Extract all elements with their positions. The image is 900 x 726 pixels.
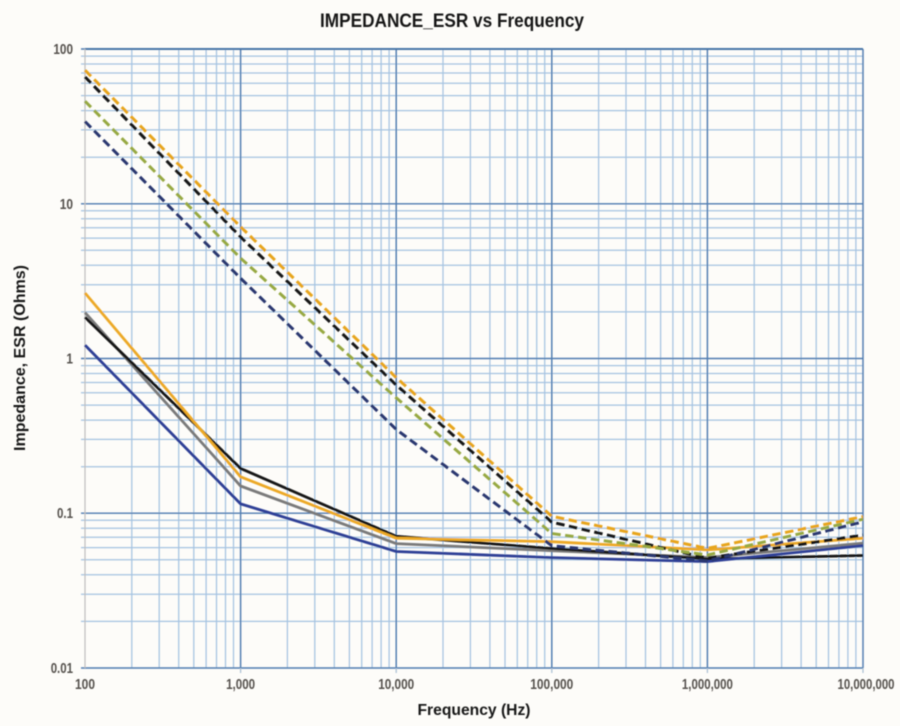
svg-text:0.1: 0.1 [57, 506, 73, 522]
svg-text:1,000: 1,000 [226, 677, 255, 693]
svg-text:1: 1 [66, 352, 73, 368]
svg-text:100,000: 100,000 [530, 677, 573, 693]
svg-text:IMPEDANCE_ESR vs Frequency: IMPEDANCE_ESR vs Frequency [320, 11, 584, 32]
svg-text:100: 100 [75, 677, 95, 693]
svg-text:10,000,000: 10,000,000 [838, 677, 895, 693]
svg-text:100: 100 [53, 42, 73, 58]
svg-text:0.01: 0.01 [51, 661, 73, 677]
svg-text:Frequency (Hz): Frequency (Hz) [418, 702, 531, 719]
svg-text:Impedance, ESR (Ohms): Impedance, ESR (Ohms) [12, 265, 29, 451]
svg-text:1,000,000: 1,000,000 [682, 677, 733, 693]
svg-text:10: 10 [60, 197, 73, 213]
svg-text:10,000: 10,000 [378, 677, 414, 693]
